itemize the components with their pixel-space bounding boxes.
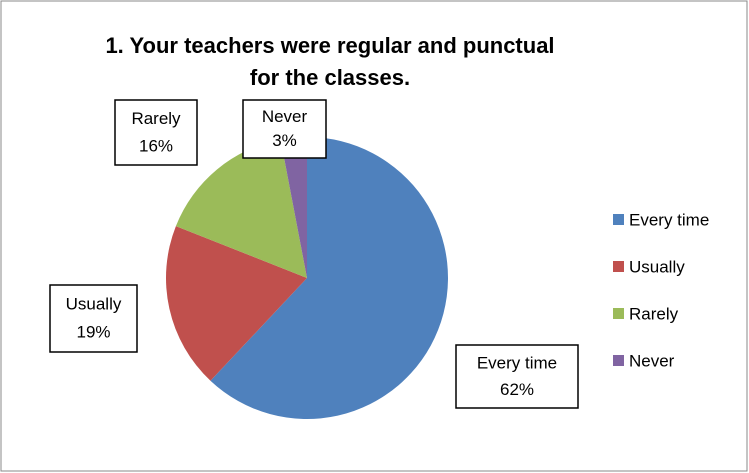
data-label-box — [455, 344, 579, 409]
data-label-name: Usually — [66, 295, 122, 314]
data-label-value: 16% — [139, 136, 173, 155]
chart-title: 1. Your teachers were regular and punctu… — [105, 33, 555, 90]
data-label-box — [242, 99, 327, 159]
legend-label: Every time — [629, 210, 709, 229]
legend-swatch — [613, 355, 624, 366]
legend-swatch — [613, 261, 624, 272]
data-label-value: 3% — [272, 131, 297, 150]
legend-label: Usually — [629, 257, 685, 276]
data-label-name: Never — [262, 107, 308, 126]
pie-slice — [166, 226, 307, 381]
pie-slice — [175, 139, 307, 278]
legend-swatch — [613, 214, 624, 225]
data-label-value: 62% — [500, 380, 534, 399]
data-label-name: Every time — [477, 353, 557, 372]
pie-slice — [280, 137, 307, 278]
legend-label: Never — [629, 351, 675, 370]
legend-label: Rarely — [629, 304, 679, 323]
data-label-box — [49, 284, 138, 353]
pie-slice — [210, 137, 448, 419]
data-label-value: 19% — [76, 323, 110, 342]
data-label-box — [114, 99, 198, 166]
data-label-name: Rarely — [131, 109, 181, 128]
legend-swatch — [613, 308, 624, 319]
